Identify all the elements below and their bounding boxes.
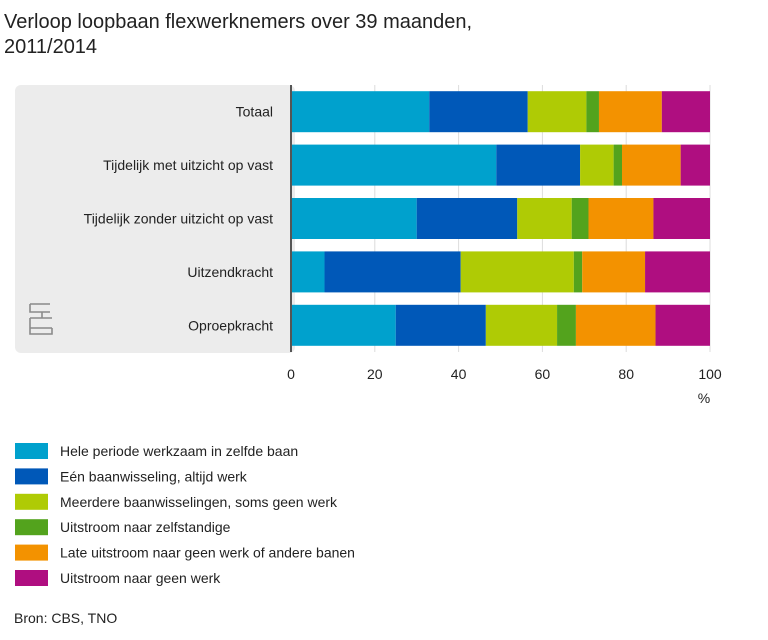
bar-segment [622, 144, 681, 186]
category-panel [15, 85, 295, 353]
category-labels: Totaal Tijdelijk met uitzicht op vast Tijd… [84, 104, 273, 334]
x-tick-label: 20 [367, 366, 383, 382]
bar-segment [291, 91, 430, 133]
legend-label: Uitstroom naar geen werk [60, 570, 221, 586]
category-label: Tijdelijk met uitzicht op vast [103, 157, 273, 173]
x-tick-label: 60 [535, 366, 551, 382]
bar-segment [598, 91, 662, 133]
source-note: Bron: CBS, TNO [14, 610, 117, 626]
bar-segment [653, 198, 710, 239]
legend-swatch [15, 570, 48, 586]
legend-label: Late uitstroom naar geen werk of andere … [60, 545, 355, 561]
chart-title-line-2: 2011/2014 [4, 36, 97, 58]
chart-title-line-1: Verloop loopbaan flexwerknemers over 39 … [4, 11, 472, 33]
bar-segment [416, 198, 518, 239]
bar-segment [429, 91, 528, 133]
category-label: Totaal [236, 104, 273, 120]
bar-segment [586, 91, 599, 133]
x-tick-label: 0 [287, 366, 295, 382]
bar-segment [580, 144, 614, 186]
bar-segment [460, 251, 574, 293]
bar-segment [527, 91, 587, 133]
legend-label: Hele periode werkzaam in zelfde baan [60, 443, 298, 459]
bar-segment [571, 198, 589, 239]
category-label: Oproepkracht [188, 317, 273, 333]
bar-segment [557, 304, 576, 346]
bar-segment [573, 251, 583, 293]
bar-segment [655, 304, 710, 346]
legend-swatch [15, 519, 48, 536]
legend-label: Eén baanwisseling, altijd werk [60, 468, 248, 484]
legend-swatch [15, 493, 48, 510]
bar-segment [485, 304, 558, 346]
legend-swatch [15, 468, 48, 485]
bar-segment [582, 251, 646, 293]
legend-label: Meerdere baanwisselingen, soms geen werk [60, 494, 338, 510]
bar-segment [496, 144, 581, 186]
category-label: Tijdelijk zonder uitzicht op vast [84, 211, 273, 227]
bar-segment [661, 91, 710, 133]
x-tick-label: 80 [618, 366, 634, 382]
bar-segment [680, 144, 710, 186]
bar-segment [575, 304, 656, 346]
x-tick-labels: 0 20 40 60 80 100 [287, 366, 722, 382]
bars [291, 91, 710, 346]
legend-swatch [15, 544, 48, 561]
bar-segment [645, 251, 710, 293]
bar-segment [291, 251, 325, 293]
bar-segment [291, 144, 497, 186]
x-axis-label: % [698, 390, 710, 406]
legend-label: Uitstroom naar zelfstandige [60, 519, 231, 535]
bar-segment [588, 198, 654, 239]
bar-segment [395, 304, 486, 346]
legend-swatch [15, 443, 48, 459]
x-tick-label: 100 [698, 366, 722, 382]
x-tick-label: 40 [451, 366, 467, 382]
bar-segment [291, 304, 396, 346]
cbs-logo-icon [29, 303, 53, 335]
bar-segment [291, 198, 417, 239]
bar-segment [324, 251, 461, 293]
bar-segment [613, 144, 623, 186]
legend: Hele periode werkzaam in zelfde baan Eén … [15, 443, 355, 586]
bar-segment [517, 198, 572, 239]
category-label: Uitzendkracht [187, 264, 273, 280]
